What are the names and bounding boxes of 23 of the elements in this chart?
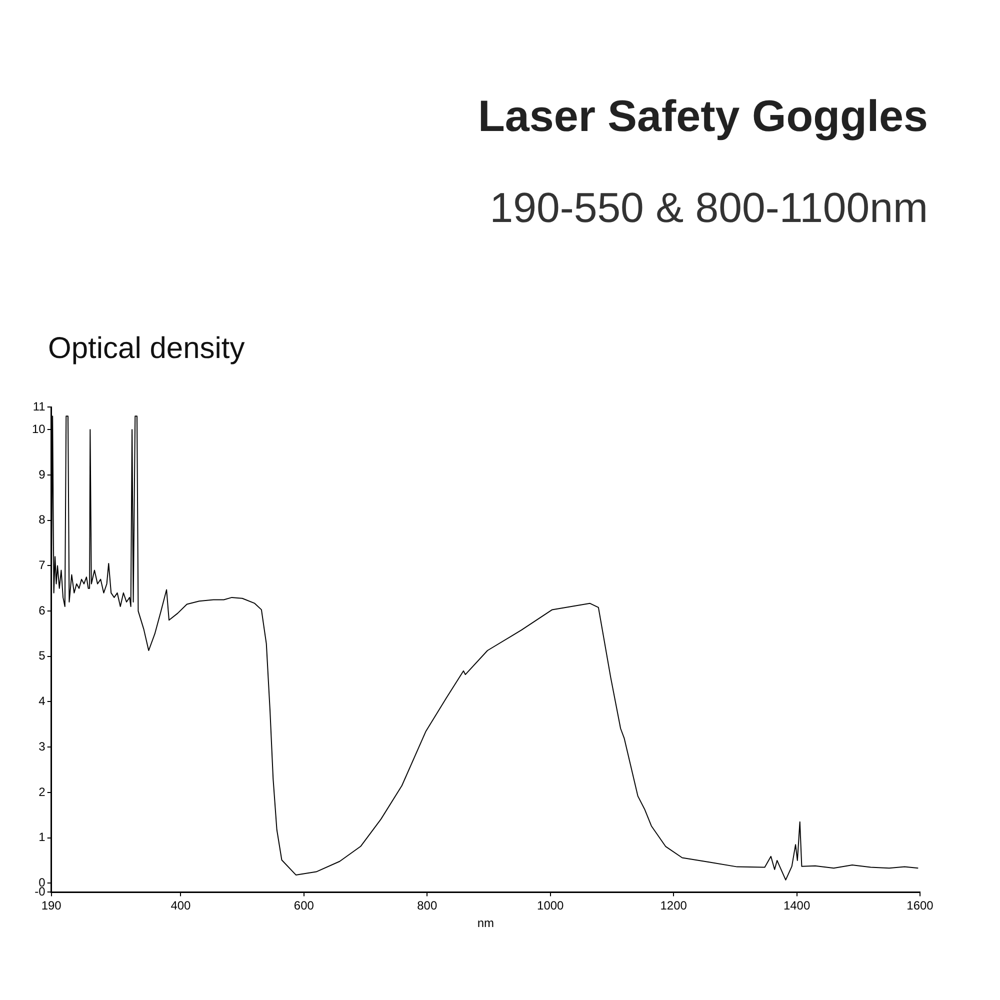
chart-subtitle: 190-550 & 800-1100nm [490,184,928,232]
y-tick-label: 6 [38,603,46,618]
y-axis-title: Optical density [48,332,245,366]
x-tick-label: 1000 [537,898,564,913]
x-tick-label: 1400 [783,898,810,913]
x-axis-title: nm [477,916,494,930]
y-tick-label: 11 [32,399,46,414]
y-tick-label: 10 [32,422,46,436]
y-tick-label: 1 [38,830,46,844]
y-tick-label: 8 [38,512,46,527]
x-tick-label: 190 [41,898,62,913]
x-tick-label: 1600 [906,898,934,913]
x-tick-label: 1200 [660,898,688,913]
y-tick-label: 7 [38,558,46,572]
x-tick-label: 400 [170,898,192,913]
y-tick-label: 2 [38,784,46,799]
y-tick-label: 3 [38,739,46,754]
x-tick-label: 800 [417,898,438,913]
chart-title: Laser Safety Goggles [478,92,928,142]
y-tick-label: 9 [38,467,46,482]
y-tick-label: 4 [38,694,46,708]
y-tick-label: 5 [38,648,46,663]
x-tick-label: 600 [294,898,314,913]
